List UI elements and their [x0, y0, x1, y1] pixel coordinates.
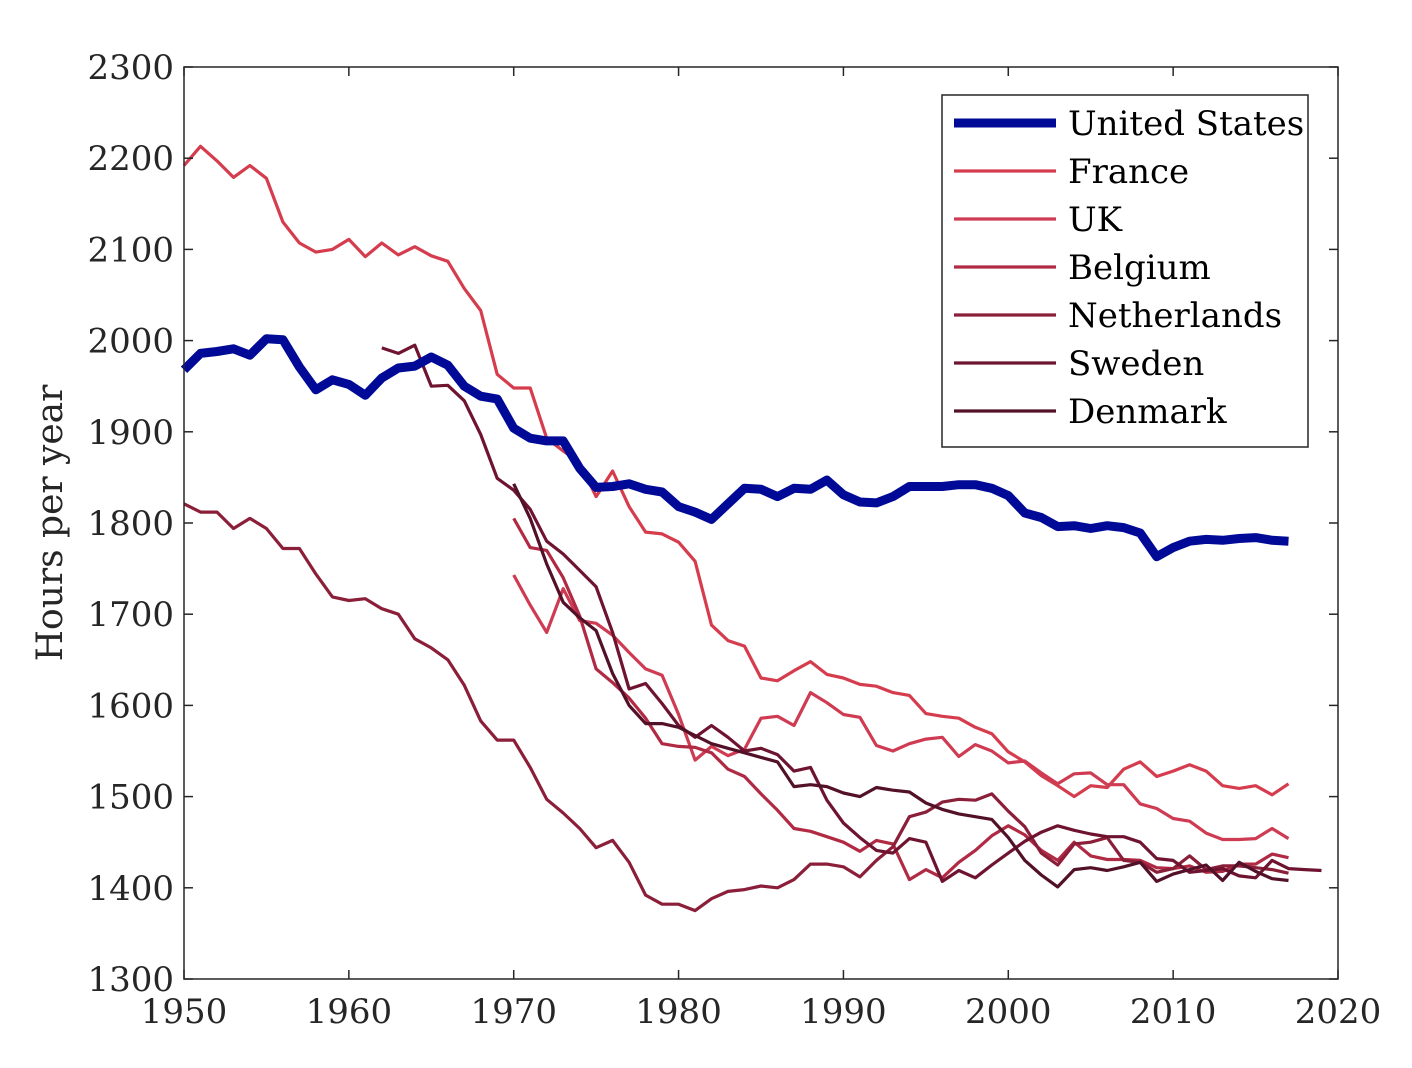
- legend-label-france: France: [1068, 152, 1189, 192]
- legend-label-united-states: United States: [1068, 104, 1304, 144]
- legend-label-netherlands: Netherlands: [1068, 296, 1282, 336]
- y-tick-label: 1300: [87, 960, 174, 1000]
- x-tick-label: 1980: [635, 992, 722, 1032]
- x-tick-label: 1960: [306, 992, 393, 1032]
- y-tick-label: 1800: [87, 504, 174, 544]
- x-tick-label: 2020: [1295, 992, 1382, 1032]
- x-tick-label: 2000: [965, 992, 1052, 1032]
- y-tick-label: 2100: [87, 230, 174, 270]
- axis-ticks: 1950 1960 1970 1980 1990 2000 2010 2020 1300 1400…: [87, 48, 1381, 1032]
- y-tick-label: 2200: [87, 139, 174, 179]
- y-tick-label: 1700: [87, 595, 174, 635]
- series-line-france: [182, 144, 1290, 799]
- y-tick-label: 2300: [87, 48, 174, 88]
- legend-label-sweden: Sweden: [1068, 344, 1204, 384]
- legend-label-uk: UK: [1068, 200, 1123, 240]
- series-line-denmark: [512, 483, 1289, 889]
- series-line-sweden: [381, 343, 1322, 884]
- series-line-belgium: [512, 517, 1289, 882]
- series-line-uk: [512, 574, 1290, 842]
- series-line-netherlands: [183, 502, 1289, 913]
- x-tick-label: 2010: [1130, 992, 1217, 1032]
- series-line-united-states: [180, 334, 1289, 562]
- x-tick-label: 1970: [470, 992, 557, 1032]
- y-axis-title: Hours per year: [30, 384, 71, 661]
- legend-label-belgium: Belgium: [1068, 248, 1211, 288]
- legend-box: [941, 94, 1309, 448]
- y-tick-label: 1900: [87, 413, 174, 453]
- y-tick-label: 2000: [87, 322, 174, 362]
- y-tick-label: 1600: [87, 686, 174, 726]
- y-tick-label: 1500: [87, 778, 174, 818]
- y-tick-label: 1400: [87, 869, 174, 909]
- x-tick-label: 1990: [800, 992, 887, 1032]
- legend: United States France UK Belgium Netherlands S…: [941, 94, 1309, 448]
- x-tick-label: 1950: [141, 992, 228, 1032]
- series-lines: [180, 144, 1322, 913]
- legend-label-denmark: Denmark: [1068, 392, 1227, 432]
